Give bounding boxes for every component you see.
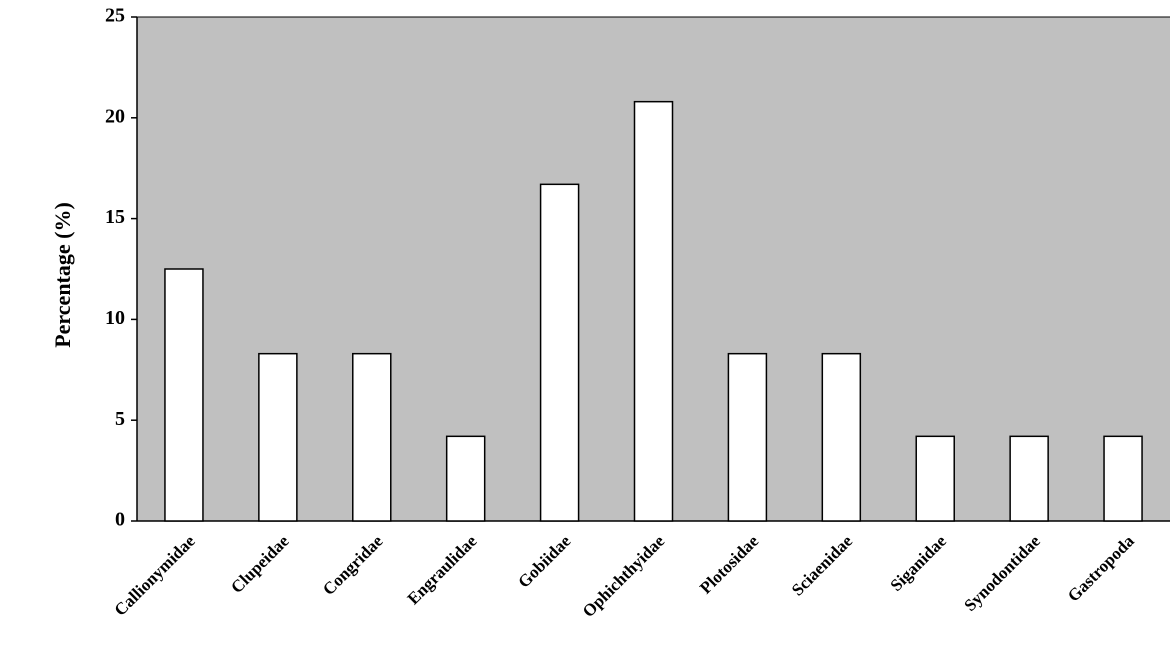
x-tick-label: Callionymidae: [111, 531, 200, 620]
bar: [727, 352, 768, 522]
bar: [352, 352, 392, 522]
y-tick-label: 15: [105, 206, 125, 228]
bar: [1103, 435, 1143, 522]
y-tick-label: 25: [105, 5, 125, 27]
y-tick-label: 10: [105, 307, 125, 329]
bar: [258, 352, 298, 522]
x-tick-label: Siganidae: [887, 531, 951, 595]
bar: [539, 183, 580, 522]
x-tick-label: Engraulidae: [404, 531, 481, 608]
y-tick-label: 20: [105, 105, 125, 127]
bar: [1009, 435, 1049, 522]
bar: [445, 435, 486, 522]
x-tick-label: Gobiidae: [514, 531, 575, 592]
bar: [164, 268, 204, 522]
x-tick-label: Plotosidae: [696, 531, 763, 598]
y-tick-label: 5: [115, 408, 125, 430]
y-axis-label: Percentage (%): [50, 202, 75, 348]
x-tick-label: Ophichthyidae: [579, 531, 669, 621]
x-tick-label: Congridae: [319, 531, 387, 599]
x-tick-label: Gastropoda: [1064, 531, 1138, 605]
bar: [633, 100, 674, 522]
y-tick-label: 0: [115, 509, 125, 531]
x-tick-label: Synodontidae: [960, 531, 1044, 615]
x-tick-label: Sciaenidae: [788, 531, 857, 600]
bar: [821, 352, 862, 522]
bar: [915, 435, 955, 522]
x-tick-label: Clupeidae: [227, 531, 293, 597]
